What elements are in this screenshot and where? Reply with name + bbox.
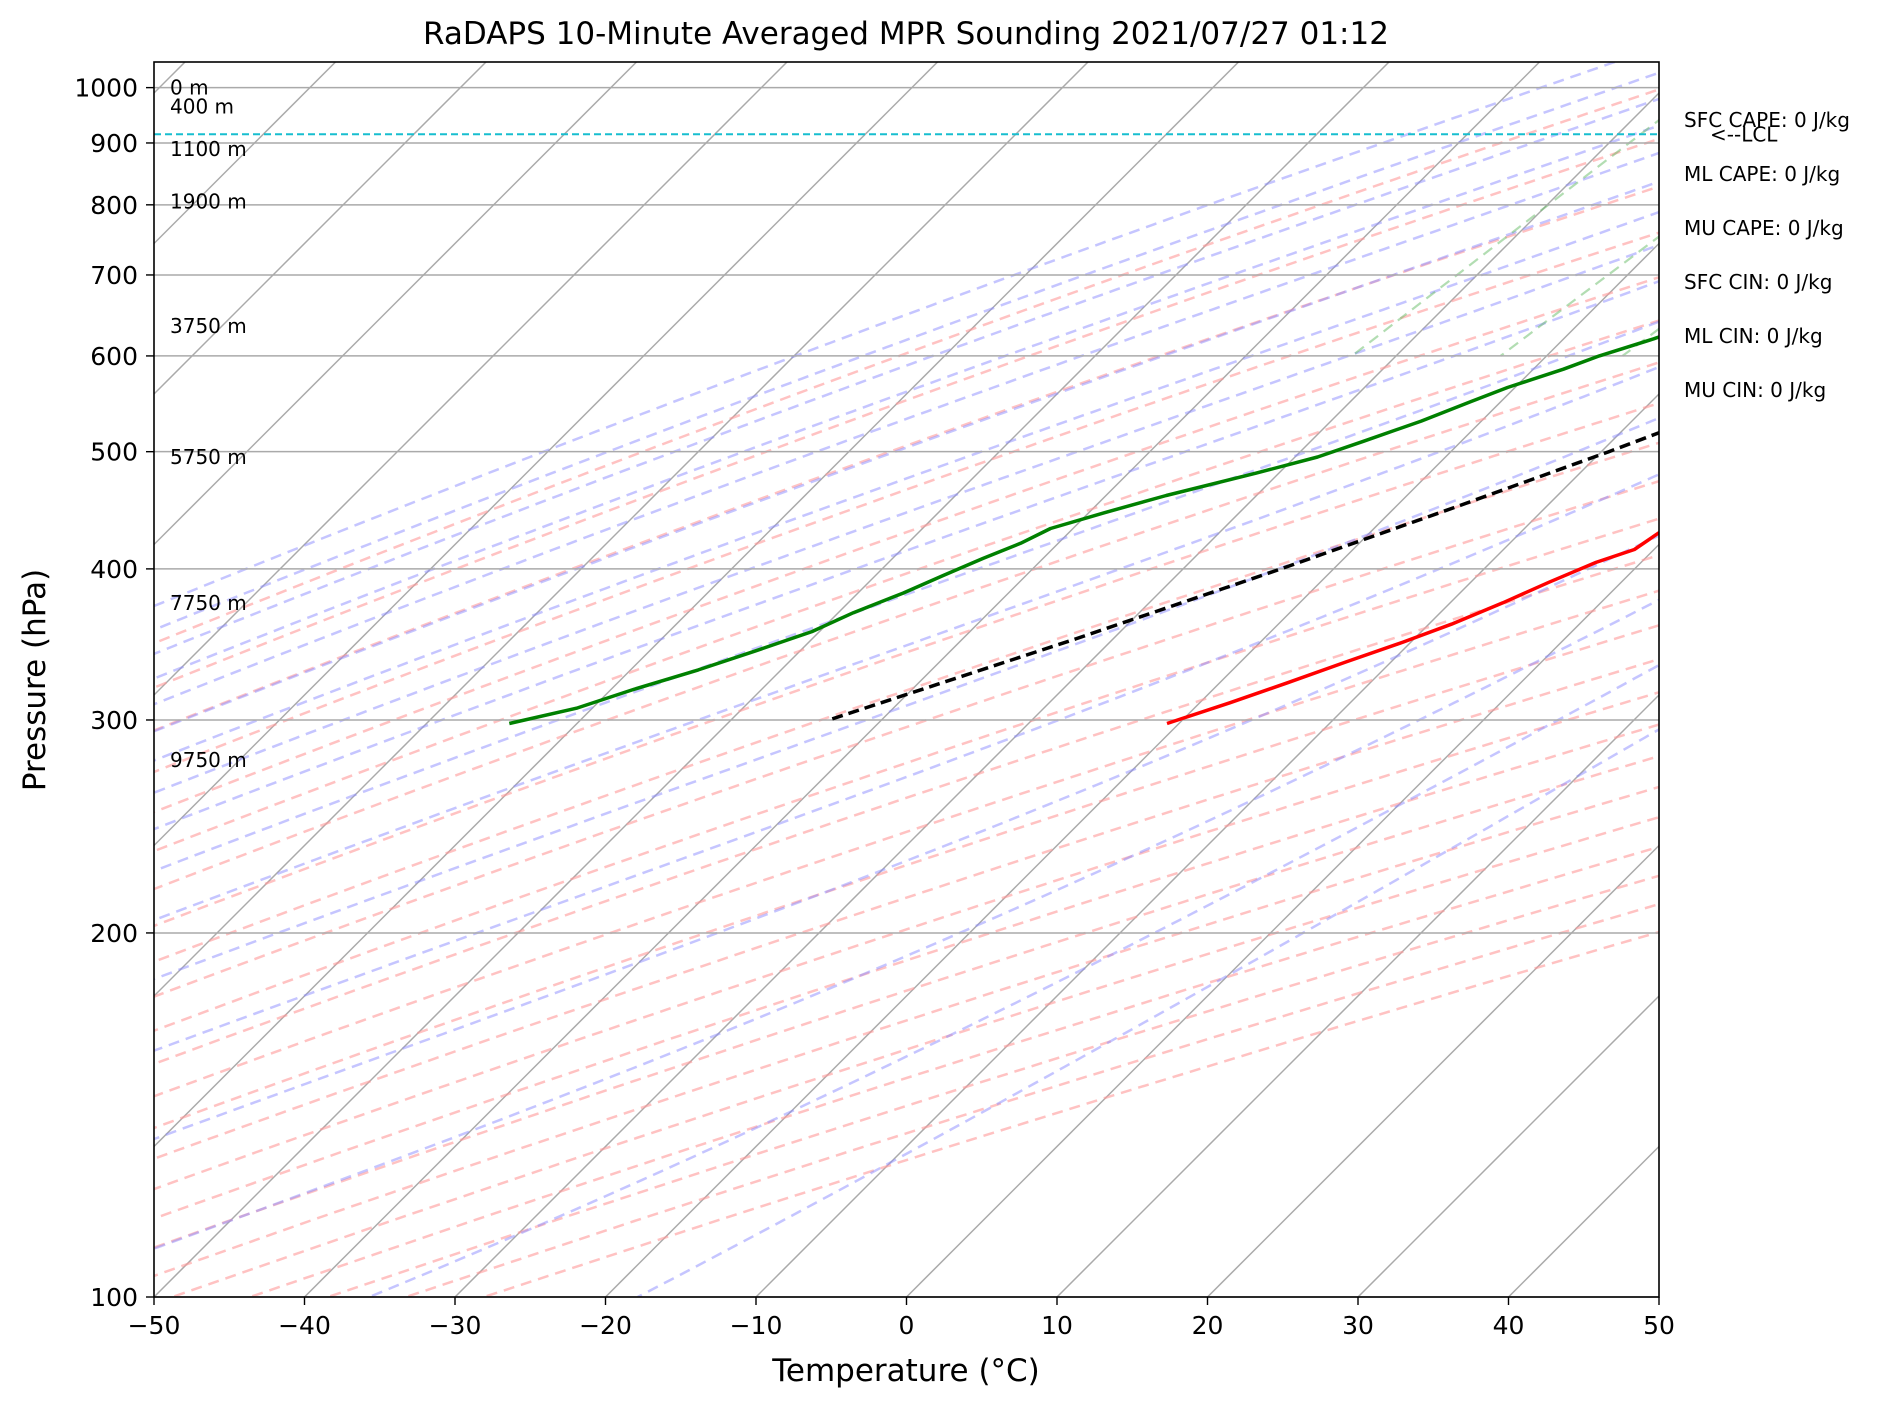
dry-adiabat — [250, 62, 1882, 1297]
y-tick-label: 500 — [90, 438, 138, 467]
isotherm-line — [0, 62, 637, 1297]
x-tick-label: 30 — [1342, 1311, 1374, 1340]
mixing-ratio-line — [1623, 62, 1882, 356]
stat-ml-cin: ML CIN: 0 J/kg — [1684, 324, 1823, 348]
y-axis-label: Pressure (hPa) — [17, 569, 53, 791]
height-label: 7750 m — [170, 591, 247, 615]
y-tick-label: 700 — [90, 261, 138, 290]
isotherm-line — [0, 62, 938, 1297]
height-label: 3750 m — [170, 314, 247, 338]
isotherm-line — [455, 62, 1690, 1297]
x-tick-label: −20 — [579, 1311, 632, 1340]
x-tick-label: 10 — [1041, 1311, 1073, 1340]
background-lines — [0, 62, 1882, 1297]
stat-mu-cape: MU CAPE: 0 J/kg — [1684, 216, 1844, 240]
y-tick-label: 100 — [90, 1283, 138, 1312]
isotherm-line — [756, 62, 1882, 1297]
y-tick-label: 400 — [90, 555, 138, 584]
height-label: 9750 m — [170, 748, 247, 772]
x-tick-label: −10 — [730, 1311, 783, 1340]
isotherm-line — [1057, 62, 1882, 1297]
x-axis-ticks: −50 −40 −30 −20 −10 0 10 20 30 40 50 — [128, 1297, 1675, 1340]
height-label: 5750 m — [170, 445, 247, 469]
isotherm-line — [1810, 62, 1882, 1297]
y-tick-label: 300 — [90, 706, 138, 735]
y-tick-label: 900 — [90, 129, 138, 158]
lcl-label: <--LCL — [1710, 122, 1778, 146]
chart-title: RaDAPS 10-Minute Averaged MPR Sounding 2… — [423, 16, 1389, 52]
mixing-ratio-line — [1501, 62, 1882, 356]
moist-adiabat — [638, 62, 1882, 1297]
mixing-ratio-line — [1798, 62, 1882, 356]
moist-adiabat — [0, 62, 1690, 1297]
y-tick-label: 800 — [90, 191, 138, 220]
dry-adiabat — [328, 62, 1882, 1297]
x-tick-label: 20 — [1192, 1311, 1224, 1340]
moist-adiabat — [0, 62, 1841, 1297]
x-tick-label: 50 — [1643, 1311, 1675, 1340]
dry-adiabat — [172, 62, 1882, 1297]
isotherm-line — [1358, 62, 1882, 1297]
height-label: 1900 m — [170, 190, 247, 214]
y-axis-ticks: 100 200 300 400 500 600 700 800 900 1000 — [74, 74, 154, 1312]
x-tick-label: −50 — [128, 1311, 181, 1340]
mixing-ratio-line — [1698, 62, 1882, 356]
stat-mu-cin: MU CIN: 0 J/kg — [1684, 378, 1826, 402]
x-tick-label: 0 — [899, 1311, 915, 1340]
stat-ml-cape: ML CAPE: 0 J/kg — [1684, 162, 1840, 186]
y-tick-label: 1000 — [74, 74, 138, 103]
y-tick-label: 200 — [90, 919, 138, 948]
isotherm-line — [0, 62, 486, 1297]
x-tick-label: 40 — [1493, 1311, 1525, 1340]
x-axis-label: Temperature (°C) — [771, 1353, 1040, 1389]
y-tick-label: 600 — [90, 342, 138, 371]
isotherm-line — [305, 62, 1540, 1297]
dry-adiabat — [484, 62, 1882, 1297]
pressure-grid — [154, 88, 1659, 1297]
height-label: 0 m — [170, 76, 209, 100]
isotherm-line — [0, 62, 1088, 1297]
stats-panel: SFC CAPE: 0 J/kg ML CAPE: 0 J/kg MU CAPE… — [1684, 108, 1850, 402]
mixing-ratio-line — [1352, 62, 1735, 356]
isotherm-line — [1659, 62, 1882, 1297]
stat-sfc-cin: SFC CIN: 0 J/kg — [1684, 270, 1832, 294]
isotherm-line — [4, 62, 1239, 1297]
x-tick-label: −30 — [429, 1311, 482, 1340]
height-label: 1100 m — [170, 137, 247, 161]
plot-frame — [154, 62, 1659, 1297]
x-tick-label: −40 — [278, 1311, 331, 1340]
isotherm-line — [1509, 62, 1882, 1297]
